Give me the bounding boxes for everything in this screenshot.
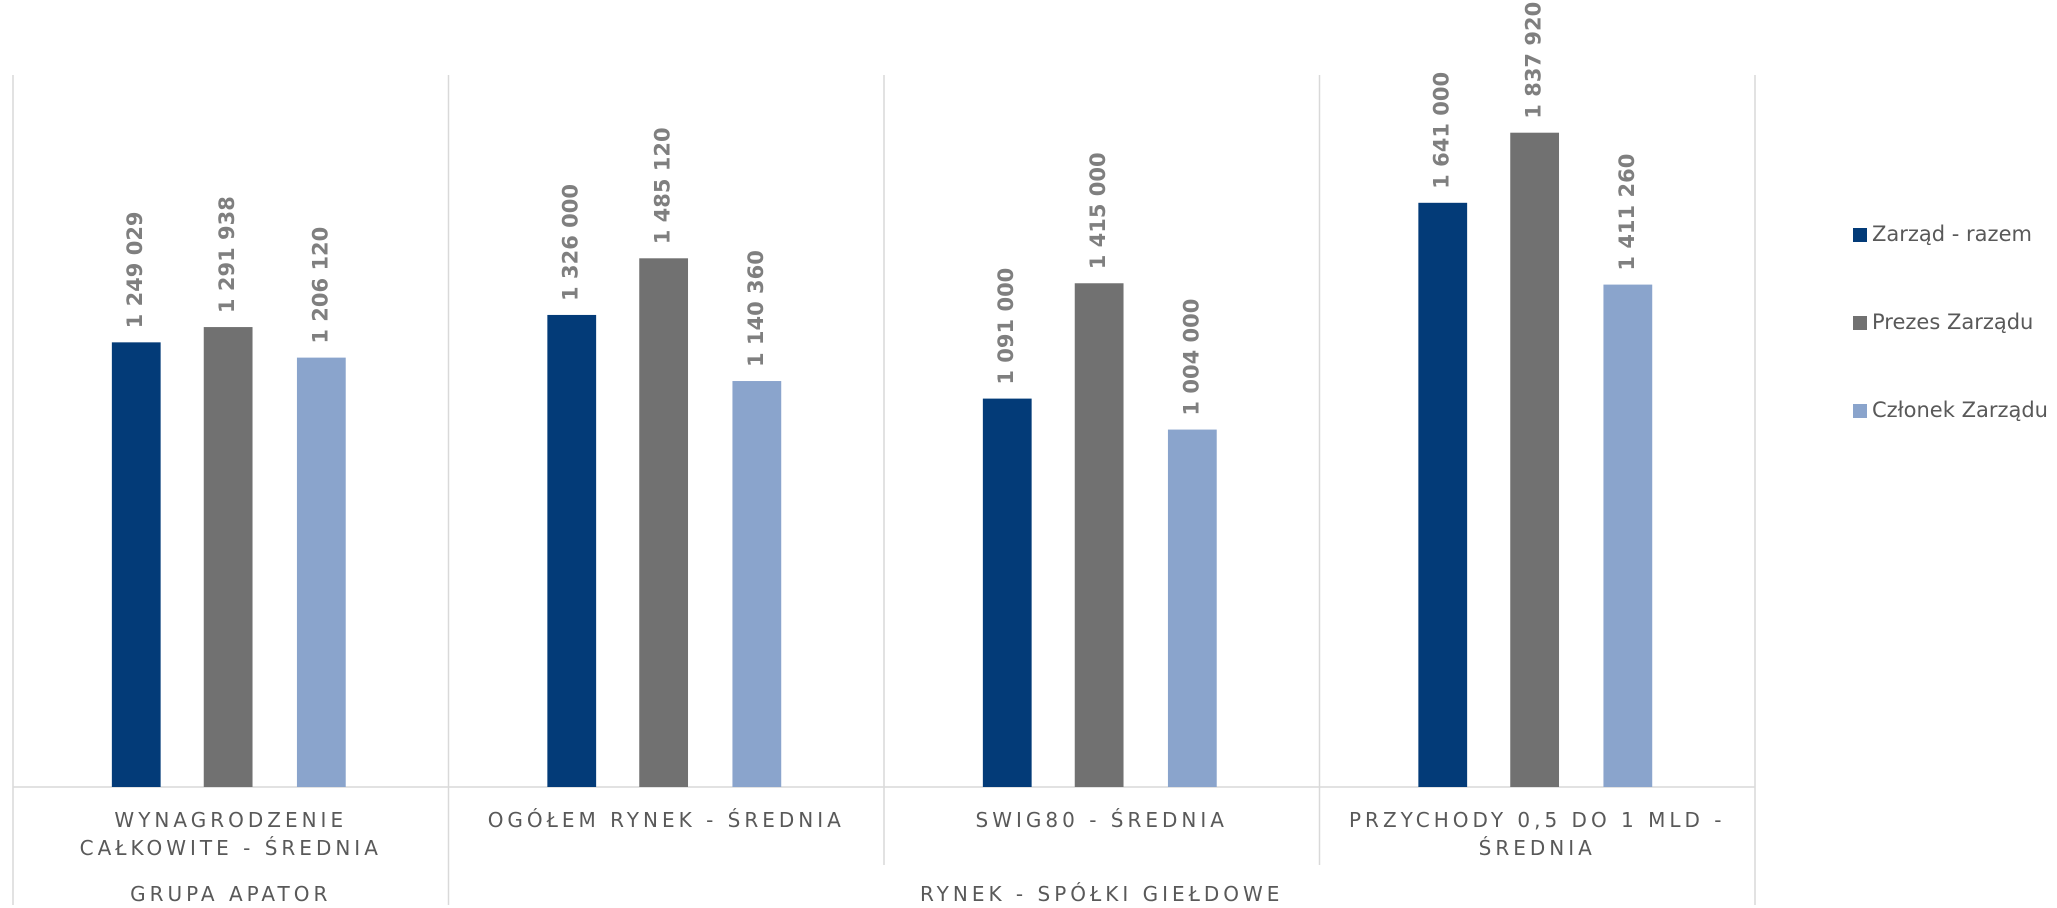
data-label: 1 411 260 [1615,154,1639,271]
x-tick-label: SWIG80 - ŚREDNIA [975,808,1228,832]
data-label: 1 004 000 [1179,299,1203,416]
group-label: GRUPA APATOR [130,882,332,906]
legend-swatch [1853,228,1867,242]
bar [111,342,161,787]
bar [296,357,346,787]
data-label: 1 140 360 [744,250,768,367]
data-label: 1 415 000 [1086,152,1110,269]
data-label: 1 641 000 [1430,72,1454,189]
x-tick-label: OGÓŁEM RYNEK - ŚREDNIA [487,808,845,832]
legend-swatch [1853,316,1867,330]
data-label: 1 206 120 [308,227,332,344]
bar [203,327,253,787]
legend-swatch [1853,404,1867,418]
bar [1418,202,1468,787]
bar [639,258,689,788]
group-label: RYNEK - SPÓŁKI GIEŁDOWE [920,882,1284,906]
bar [1603,284,1653,787]
legend-label: Zarząd - razem [1872,222,2032,246]
x-tick-label: WYNAGRODZENIE CAŁKOWITE - ŚREDNIA [79,808,382,860]
data-label: 1 291 938 [215,196,239,313]
bar [732,381,782,787]
data-label: 1 326 000 [559,184,583,301]
bar [982,398,1032,787]
data-label: 1 485 120 [651,127,675,244]
data-label: 1 091 000 [994,268,1018,385]
data-label: 1 249 029 [123,211,147,328]
data-label: 1 837 920 [1522,2,1546,119]
x-tick-label: PRZYCHODY 0,5 DO 1 MLD - ŚREDNIA [1348,808,1726,860]
bar [1167,429,1217,787]
legend-label: Członek Zarządu [1872,398,2048,422]
bar [1074,283,1124,787]
legend-label: Prezes Zarządu [1872,310,2033,334]
bar [547,314,597,787]
bar [1510,132,1560,787]
